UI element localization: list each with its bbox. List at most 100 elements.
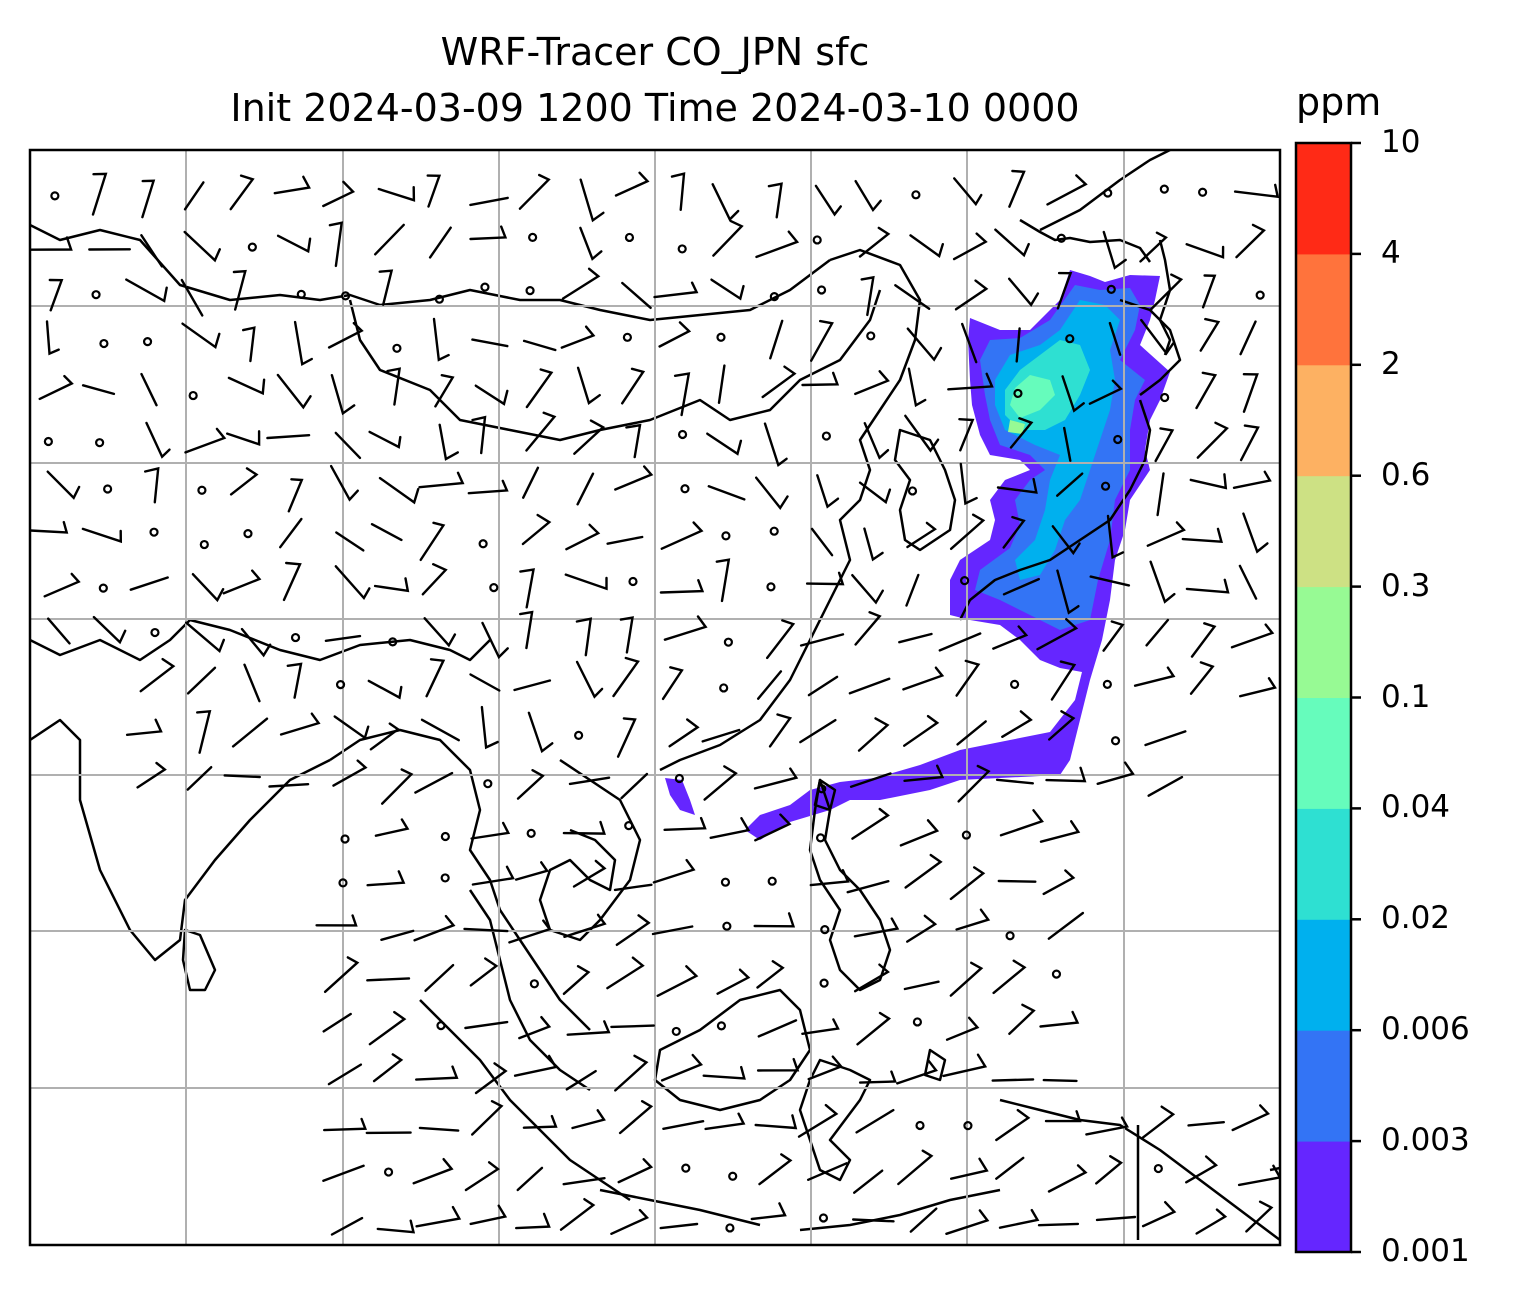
wind-barb bbox=[903, 764, 945, 782]
wind-barb bbox=[903, 980, 940, 991]
wind-barb bbox=[656, 965, 699, 997]
wind-barb bbox=[335, 531, 365, 552]
wind-barb bbox=[1045, 766, 1087, 783]
wind-barb bbox=[906, 521, 937, 549]
calm-wind-marker bbox=[722, 921, 732, 931]
calm-wind-marker bbox=[99, 338, 109, 349]
calm-wind-marker bbox=[1065, 334, 1075, 344]
wind-barb bbox=[909, 234, 944, 258]
wind-barb bbox=[711, 183, 740, 222]
wind-barb bbox=[418, 471, 465, 489]
wind-barb bbox=[508, 919, 552, 944]
wind-barb bbox=[999, 809, 1044, 837]
wind-barb bbox=[1008, 1003, 1036, 1035]
wind-barb bbox=[145, 421, 171, 459]
wind-barb bbox=[48, 278, 64, 312]
calm-wind-marker bbox=[436, 1021, 446, 1031]
calm-wind-marker bbox=[1051, 969, 1062, 979]
wind-barb bbox=[851, 574, 884, 605]
wind-barb bbox=[625, 423, 642, 459]
wind-barb bbox=[329, 464, 359, 502]
wind-barb bbox=[1037, 1222, 1080, 1227]
wind-barb bbox=[425, 658, 446, 698]
wind-barb bbox=[30, 236, 73, 251]
calm-wind-marker bbox=[188, 390, 198, 401]
wind-barb bbox=[525, 411, 557, 452]
calm-wind-marker bbox=[719, 683, 729, 693]
wind-barb bbox=[1185, 243, 1225, 259]
wind-barb bbox=[421, 563, 448, 596]
wind-barb bbox=[180, 278, 204, 317]
wind-barb bbox=[1044, 1110, 1082, 1123]
wind-barb bbox=[858, 1070, 897, 1084]
calm-wind-marker bbox=[1153, 1163, 1163, 1174]
wind-barb bbox=[612, 656, 640, 698]
calm-wind-marker bbox=[43, 436, 53, 447]
wind-barb bbox=[378, 476, 420, 505]
wind-barb bbox=[1002, 577, 1040, 596]
wind-barb bbox=[757, 670, 783, 700]
calm-wind-marker bbox=[1160, 392, 1170, 403]
wind-barb bbox=[1096, 761, 1135, 785]
wind-barb bbox=[367, 679, 403, 700]
wind-barb bbox=[1036, 618, 1079, 651]
coast-hokkaido bbox=[1119, 298, 1182, 396]
calm-wind-marker bbox=[50, 191, 60, 201]
wind-barb bbox=[995, 1156, 1025, 1180]
wind-barb bbox=[947, 372, 994, 391]
wind-barb bbox=[757, 1019, 798, 1038]
wind-barb bbox=[619, 616, 634, 654]
coast-newguinea bbox=[999, 1098, 1280, 1241]
colorbar-tick-label: 0.02 bbox=[1381, 900, 1451, 937]
wind-barb bbox=[1102, 620, 1125, 652]
wind-barb bbox=[848, 677, 891, 695]
wind-barb bbox=[575, 617, 593, 657]
wind-barb bbox=[707, 485, 746, 501]
wind-barb bbox=[222, 569, 262, 595]
calm-wind-marker bbox=[677, 244, 687, 254]
wind-barb bbox=[709, 817, 751, 839]
wind-barb bbox=[380, 929, 415, 941]
wind-barb bbox=[471, 415, 487, 455]
wind-barb bbox=[91, 172, 108, 216]
wind-barb bbox=[125, 278, 168, 303]
colorbar-segment bbox=[1296, 364, 1351, 477]
wind-barb bbox=[1008, 169, 1026, 208]
wind-barb bbox=[816, 474, 840, 509]
wind-barb bbox=[849, 772, 892, 788]
calm-wind-marker bbox=[150, 627, 160, 638]
wind-barb bbox=[324, 634, 362, 642]
wind-barb bbox=[614, 171, 650, 197]
colorbar-tick-label: 0.04 bbox=[1381, 789, 1451, 826]
wind-barb bbox=[229, 467, 259, 496]
wind-barb bbox=[327, 1063, 363, 1086]
wind-barb bbox=[374, 818, 410, 837]
wind-barb bbox=[896, 1059, 938, 1085]
wind-barb bbox=[571, 1109, 606, 1130]
wind-barb bbox=[227, 376, 266, 396]
wind-barb bbox=[957, 764, 991, 803]
colorbar-segment bbox=[1296, 1030, 1351, 1142]
wind-barb bbox=[756, 1057, 800, 1072]
calm-wind-marker bbox=[338, 878, 348, 888]
wind-barb bbox=[575, 660, 604, 699]
wind-barb bbox=[47, 617, 71, 645]
wind-barb bbox=[231, 717, 269, 748]
wind-barb bbox=[663, 615, 708, 641]
calm-wind-marker bbox=[821, 431, 831, 441]
wind-barb bbox=[186, 766, 213, 791]
wind-barb bbox=[327, 321, 364, 349]
wind-barb bbox=[1235, 223, 1266, 259]
wind-barb bbox=[140, 234, 164, 268]
coast-borneo bbox=[653, 988, 812, 1112]
wind-barb bbox=[801, 371, 840, 387]
wind-barb bbox=[81, 527, 123, 544]
wind-barb bbox=[998, 1208, 1040, 1229]
coast-taiwan bbox=[813, 778, 837, 812]
colorbar-segment bbox=[1296, 697, 1351, 809]
wind-barb bbox=[853, 1169, 884, 1194]
wind-barb bbox=[715, 558, 731, 603]
wind-barb bbox=[653, 281, 699, 299]
wind-barb bbox=[1056, 569, 1080, 615]
calm-wind-marker bbox=[388, 637, 398, 647]
